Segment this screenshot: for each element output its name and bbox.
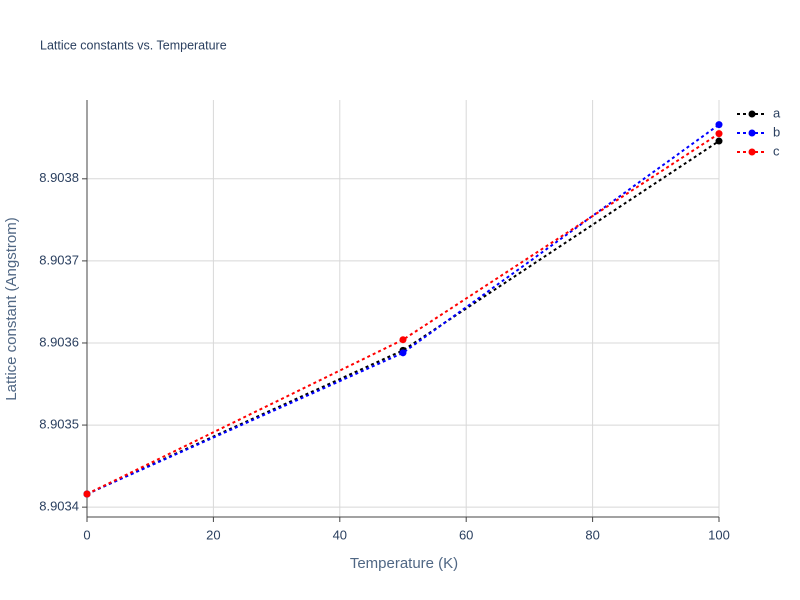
data-point	[715, 130, 723, 138]
x-tick-label: 40	[333, 527, 347, 542]
x-tick-label: 100	[708, 527, 730, 542]
data-point	[399, 349, 407, 357]
y-tick-label: 8.9035	[39, 417, 79, 432]
chart-title: Lattice constants vs. Temperature	[40, 38, 227, 52]
y-tick-label: 8.9036	[39, 334, 79, 349]
legend-label: a	[773, 105, 781, 120]
data-point	[715, 121, 723, 129]
data-point	[399, 336, 407, 344]
y-tick-label: 8.9034	[39, 499, 79, 514]
legend-label: b	[773, 124, 780, 139]
data-point	[83, 490, 91, 498]
x-tick-label: 80	[585, 527, 599, 542]
y-axis-title: Lattice constant (Angstrom)	[3, 217, 20, 400]
x-axis-title: Temperature (K)	[350, 555, 458, 572]
y-tick-label: 8.9038	[39, 170, 79, 185]
x-tick-label: 60	[459, 527, 473, 542]
legend-label: c	[773, 143, 780, 158]
x-tick-label: 0	[83, 527, 90, 542]
data-point	[715, 137, 723, 145]
legend-marker	[748, 148, 756, 156]
series-line	[86, 123, 720, 495]
y-tick-label: 8.9037	[39, 252, 79, 267]
series-line	[86, 132, 720, 495]
x-tick-label: 20	[206, 527, 220, 542]
legend-marker	[748, 129, 756, 137]
legend-marker	[748, 110, 756, 118]
